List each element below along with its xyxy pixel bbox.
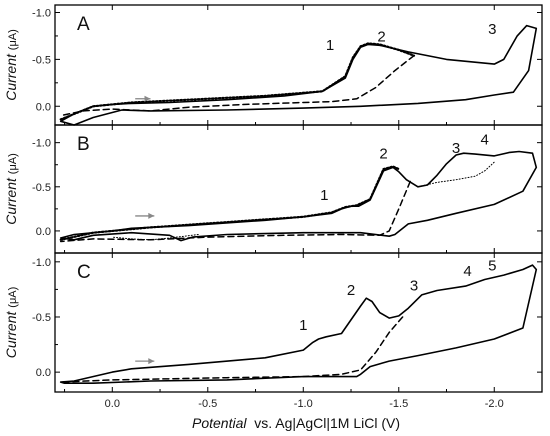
x-axis: 0.0 -0.5 -1.0 -1.5 -2.0: [105, 398, 504, 410]
peak-label-3: 3: [488, 21, 496, 38]
y-tick-label: 0.0: [36, 226, 51, 238]
y-axis-label-main: Current: [3, 174, 19, 225]
y-axis-label: Current (μA): [3, 29, 19, 101]
y-tick-label: -0.5: [32, 312, 51, 324]
peak-label-1: 1: [320, 187, 328, 204]
peak-label-5: 5: [488, 258, 496, 275]
y-axis-label: Current (μA): [3, 287, 19, 359]
panel-letter: A: [77, 14, 90, 35]
panel-frame: [54, 4, 543, 126]
peak-label-1: 1: [299, 317, 307, 334]
y-axis-label: Current (μA): [3, 153, 19, 225]
y-tick-label: -1.0: [32, 257, 51, 269]
x-tick-label: -2.0: [485, 398, 504, 410]
scan-direction-arrowhead: [148, 212, 155, 219]
peak-label-2: 2: [347, 282, 355, 299]
series-dotted-fine-1: [417, 161, 495, 188]
y-axis-label-unit: (μA): [7, 153, 19, 174]
scan-direction-arrowhead: [148, 358, 155, 365]
peak-label-2: 2: [377, 29, 385, 46]
y-axis-label-main: Current: [3, 308, 19, 359]
series-dotted-2: [59, 165, 400, 241]
y-tick-label: -1.0: [32, 8, 51, 20]
x-tick-label: 0.0: [105, 398, 120, 410]
panels: -1.0 -0.5 0.0 Current (μA) A 1 2 3 -1.0 -0.5 0.0 Cu…: [3, 4, 543, 393]
series-dotted-fine-4: [111, 234, 199, 241]
peak-label-3: 3: [410, 278, 418, 295]
x-tick-label: -1.5: [389, 398, 408, 410]
series-solid-0: [59, 150, 538, 242]
panel-letter: B: [77, 134, 90, 155]
x-tick-label: -1.0: [294, 398, 313, 410]
x-axis-label-rest: vs. Ag|AgCl|1M LiCl (V): [246, 415, 400, 431]
series-solid-0: [59, 264, 538, 385]
peak-label-3: 3: [452, 140, 460, 157]
panel-frame: [54, 124, 543, 254]
series-dashed-3: [59, 180, 411, 243]
y-tick-label: -1.0: [32, 138, 51, 150]
series-dotted-1: [59, 42, 416, 121]
panel-frame: [54, 252, 543, 393]
y-axis-label-unit: (μA): [7, 287, 19, 308]
peak-label-4: 4: [481, 131, 489, 148]
panel-c: -1.0 -0.5 0.0 Current (μA) C 1 2 3 4 5: [3, 252, 543, 393]
panel-b: -1.0 -0.5 0.0 Current (μA) B 1 2 3 4: [3, 124, 543, 254]
x-axis-label: Potential vs. Ag|AgCl|1M LiCl (V): [192, 415, 400, 431]
x-tick-label: -0.5: [198, 398, 217, 410]
y-axis-label-main: Current: [3, 50, 19, 101]
series-dashed-1: [59, 316, 404, 383]
y-axis-label-unit: (μA): [7, 29, 19, 50]
series-solid-0: [59, 24, 538, 126]
y-tick-label: -0.5: [32, 182, 51, 194]
peak-label-2: 2: [379, 146, 387, 163]
y-tick-label: 0.0: [36, 101, 51, 113]
peak-label-1: 1: [326, 37, 334, 54]
series-dashed-2: [59, 54, 415, 117]
peak-label-4: 4: [463, 263, 471, 280]
y-tick-label: 0.0: [36, 367, 51, 379]
scan-direction-arrowhead: [144, 95, 151, 102]
x-axis-label-italic: Potential: [192, 415, 247, 431]
y-tick-label: -0.5: [32, 54, 51, 66]
panel-letter: C: [77, 262, 91, 283]
panel-a: -1.0 -0.5 0.0 Current (μA) A 1 2 3: [3, 4, 543, 126]
